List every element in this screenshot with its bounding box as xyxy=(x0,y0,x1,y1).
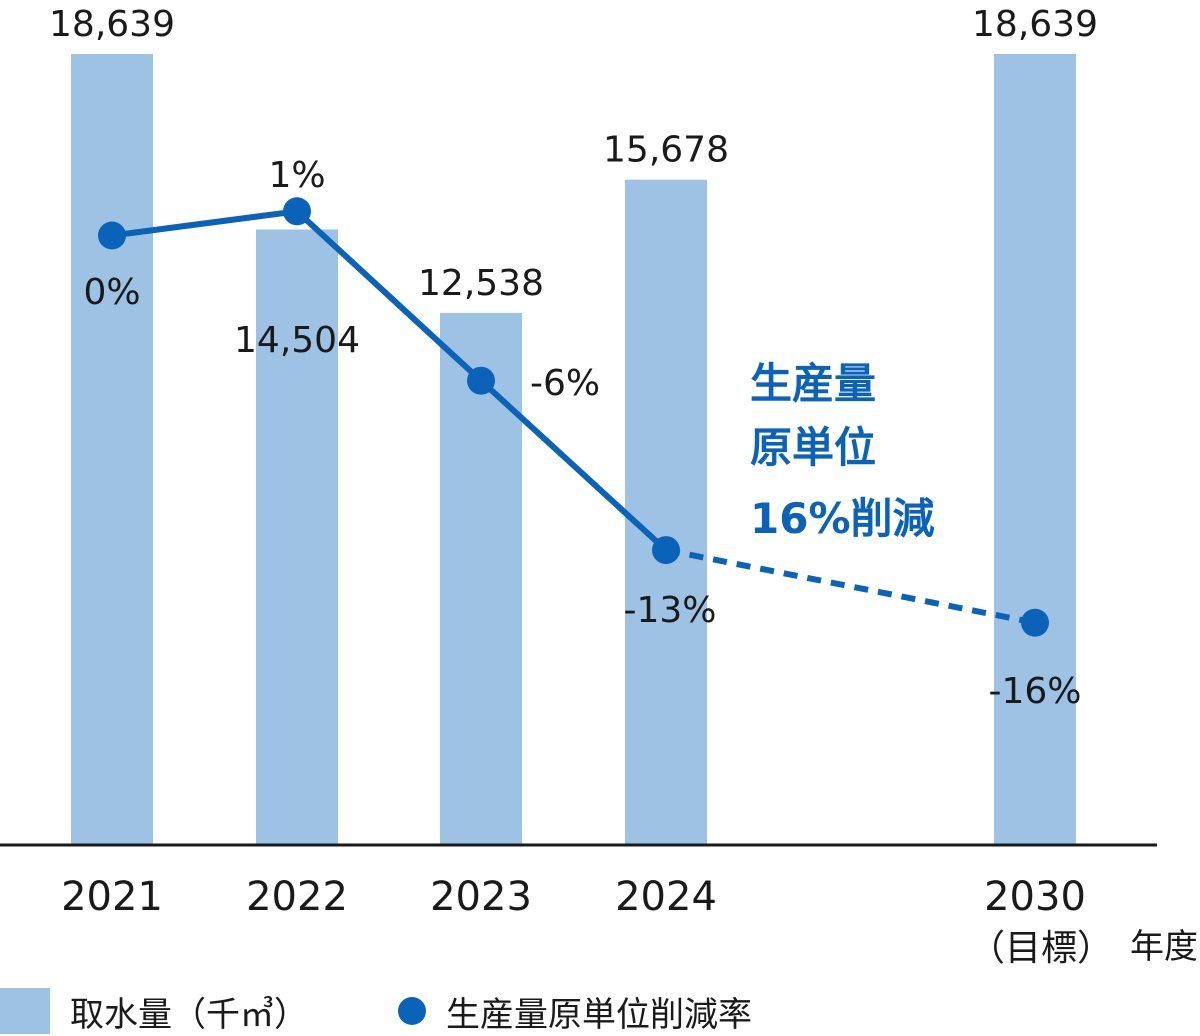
bar-2030 xyxy=(994,54,1076,845)
legend-dot-marker xyxy=(398,997,426,1025)
bar-value-label-2021: 18,639 xyxy=(49,4,175,45)
bar-value-label-2024: 15,678 xyxy=(603,130,729,171)
x-unit-label: 年度 xyxy=(1130,927,1198,967)
line-point-2022 xyxy=(283,197,311,226)
bar-value-label-2030: 18,639 xyxy=(972,4,1098,45)
x-tick-2022: 2022 xyxy=(246,874,348,920)
reduction-annotation: 生産量原単位 16%削減 xyxy=(750,359,935,543)
line-value-label-2030: -16% xyxy=(988,671,1081,712)
legend-item-water-intake: 取水量（千㎥） xyxy=(0,988,308,1035)
legend: 取水量（千㎥） 生産量原単位削減率 xyxy=(0,988,1200,1035)
bar-value-labels: 18,639 14,504 12,538 15,678 18,639 xyxy=(49,4,1098,361)
bar-2024 xyxy=(625,179,707,845)
line-point-2030 xyxy=(1021,608,1049,637)
line-value-labels: 0% 1% -6% -13% -16% xyxy=(83,155,1081,712)
line-point-2021 xyxy=(98,221,126,250)
bar-2022 xyxy=(256,229,338,845)
bar-value-label-2022: 14,504 xyxy=(234,320,360,361)
line-segment-actual xyxy=(111,208,669,553)
x-tick-sublabel-2030: （目標） xyxy=(969,928,1113,969)
annotation-line-3: 16%削減 xyxy=(750,494,935,543)
annotation-line-2: 原単位 xyxy=(750,423,876,472)
bar-series xyxy=(71,54,1076,845)
legend-label-reduction-rate: 生産量原単位削減率 xyxy=(446,994,752,1035)
chart-area: 18,639 14,504 12,538 15,678 18,639 0% 1% -6% -1… xyxy=(0,4,1198,969)
x-tick-2024: 2024 xyxy=(615,874,717,920)
line-point-2024 xyxy=(652,536,680,565)
line-point-2023 xyxy=(467,366,495,395)
x-tick-labels: 2021 2022 2023 2024 2030 （目標） xyxy=(61,874,1113,969)
legend-item-reduction-rate: 生産量原単位削減率 xyxy=(398,988,752,1035)
legend-label-water-intake: 取水量（千㎥） xyxy=(70,994,308,1035)
line-segment-projected xyxy=(665,547,1036,626)
line-value-label-2021: 0% xyxy=(83,272,140,313)
line-value-label-2024: -13% xyxy=(623,590,716,631)
annotation-line-1: 生産量 xyxy=(750,359,876,408)
reduction-rate-series xyxy=(98,197,1049,637)
x-tick-2021: 2021 xyxy=(61,874,163,920)
bar-2023 xyxy=(440,312,522,845)
line-value-label-2022: 1% xyxy=(268,155,325,196)
x-tick-2030: 2030 xyxy=(984,874,1086,920)
bar-2021 xyxy=(71,54,153,845)
legend-bar-swatch xyxy=(0,988,50,1034)
bar-value-label-2023: 12,538 xyxy=(418,263,544,304)
line-value-label-2023: -6% xyxy=(530,363,600,404)
x-tick-2023: 2023 xyxy=(430,874,532,920)
